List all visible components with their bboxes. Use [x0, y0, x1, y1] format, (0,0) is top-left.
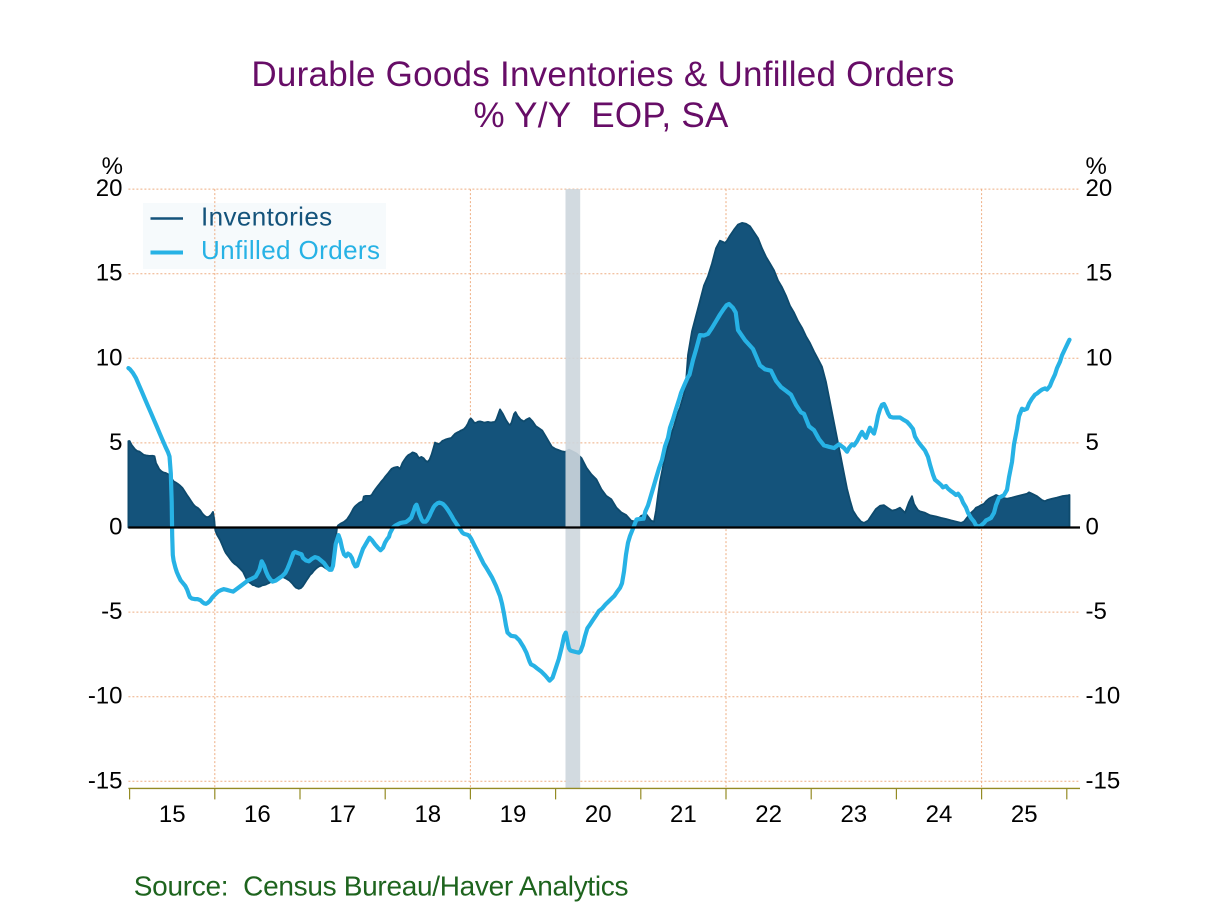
svg-text:0: 0	[109, 514, 122, 541]
svg-text:19: 19	[500, 801, 527, 828]
svg-text:5: 5	[1086, 429, 1099, 456]
svg-text:17: 17	[329, 801, 356, 828]
svg-text:15: 15	[96, 260, 123, 287]
svg-text:25: 25	[1011, 801, 1038, 828]
svg-text:-10: -10	[1086, 683, 1121, 710]
svg-text:-15: -15	[1086, 767, 1121, 794]
svg-text:% Y/Y EOP, SA: % Y/Y EOP, SA	[473, 96, 729, 135]
svg-text:22: 22	[755, 801, 782, 828]
svg-text:21: 21	[670, 801, 697, 828]
svg-text:10: 10	[96, 344, 123, 371]
svg-text:-10: -10	[88, 683, 123, 710]
svg-text:5: 5	[109, 429, 122, 456]
svg-text:%: %	[102, 153, 123, 180]
svg-text:0: 0	[1086, 514, 1099, 541]
svg-text:%: %	[1086, 153, 1107, 180]
svg-text:16: 16	[244, 801, 271, 828]
svg-text:20: 20	[96, 175, 123, 202]
svg-text:Inventories: Inventories	[201, 202, 333, 232]
svg-text:-15: -15	[88, 767, 123, 794]
svg-text:18: 18	[414, 801, 441, 828]
svg-text:Durable Goods Inventories & Un: Durable Goods Inventories & Unfilled Ord…	[251, 55, 954, 94]
svg-text:Unfilled Orders: Unfilled Orders	[201, 235, 380, 265]
svg-text:20: 20	[585, 801, 612, 828]
svg-text:-5: -5	[101, 598, 122, 625]
svg-text:24: 24	[926, 801, 953, 828]
svg-text:-5: -5	[1086, 598, 1107, 625]
svg-text:Source: Census Bureau/Haver A: Source: Census Bureau/Haver Analytics	[134, 871, 628, 902]
svg-text:15: 15	[1086, 260, 1113, 287]
svg-text:20: 20	[1086, 175, 1113, 202]
svg-text:15: 15	[159, 801, 186, 828]
svg-text:10: 10	[1086, 344, 1113, 371]
svg-text:23: 23	[840, 801, 867, 828]
